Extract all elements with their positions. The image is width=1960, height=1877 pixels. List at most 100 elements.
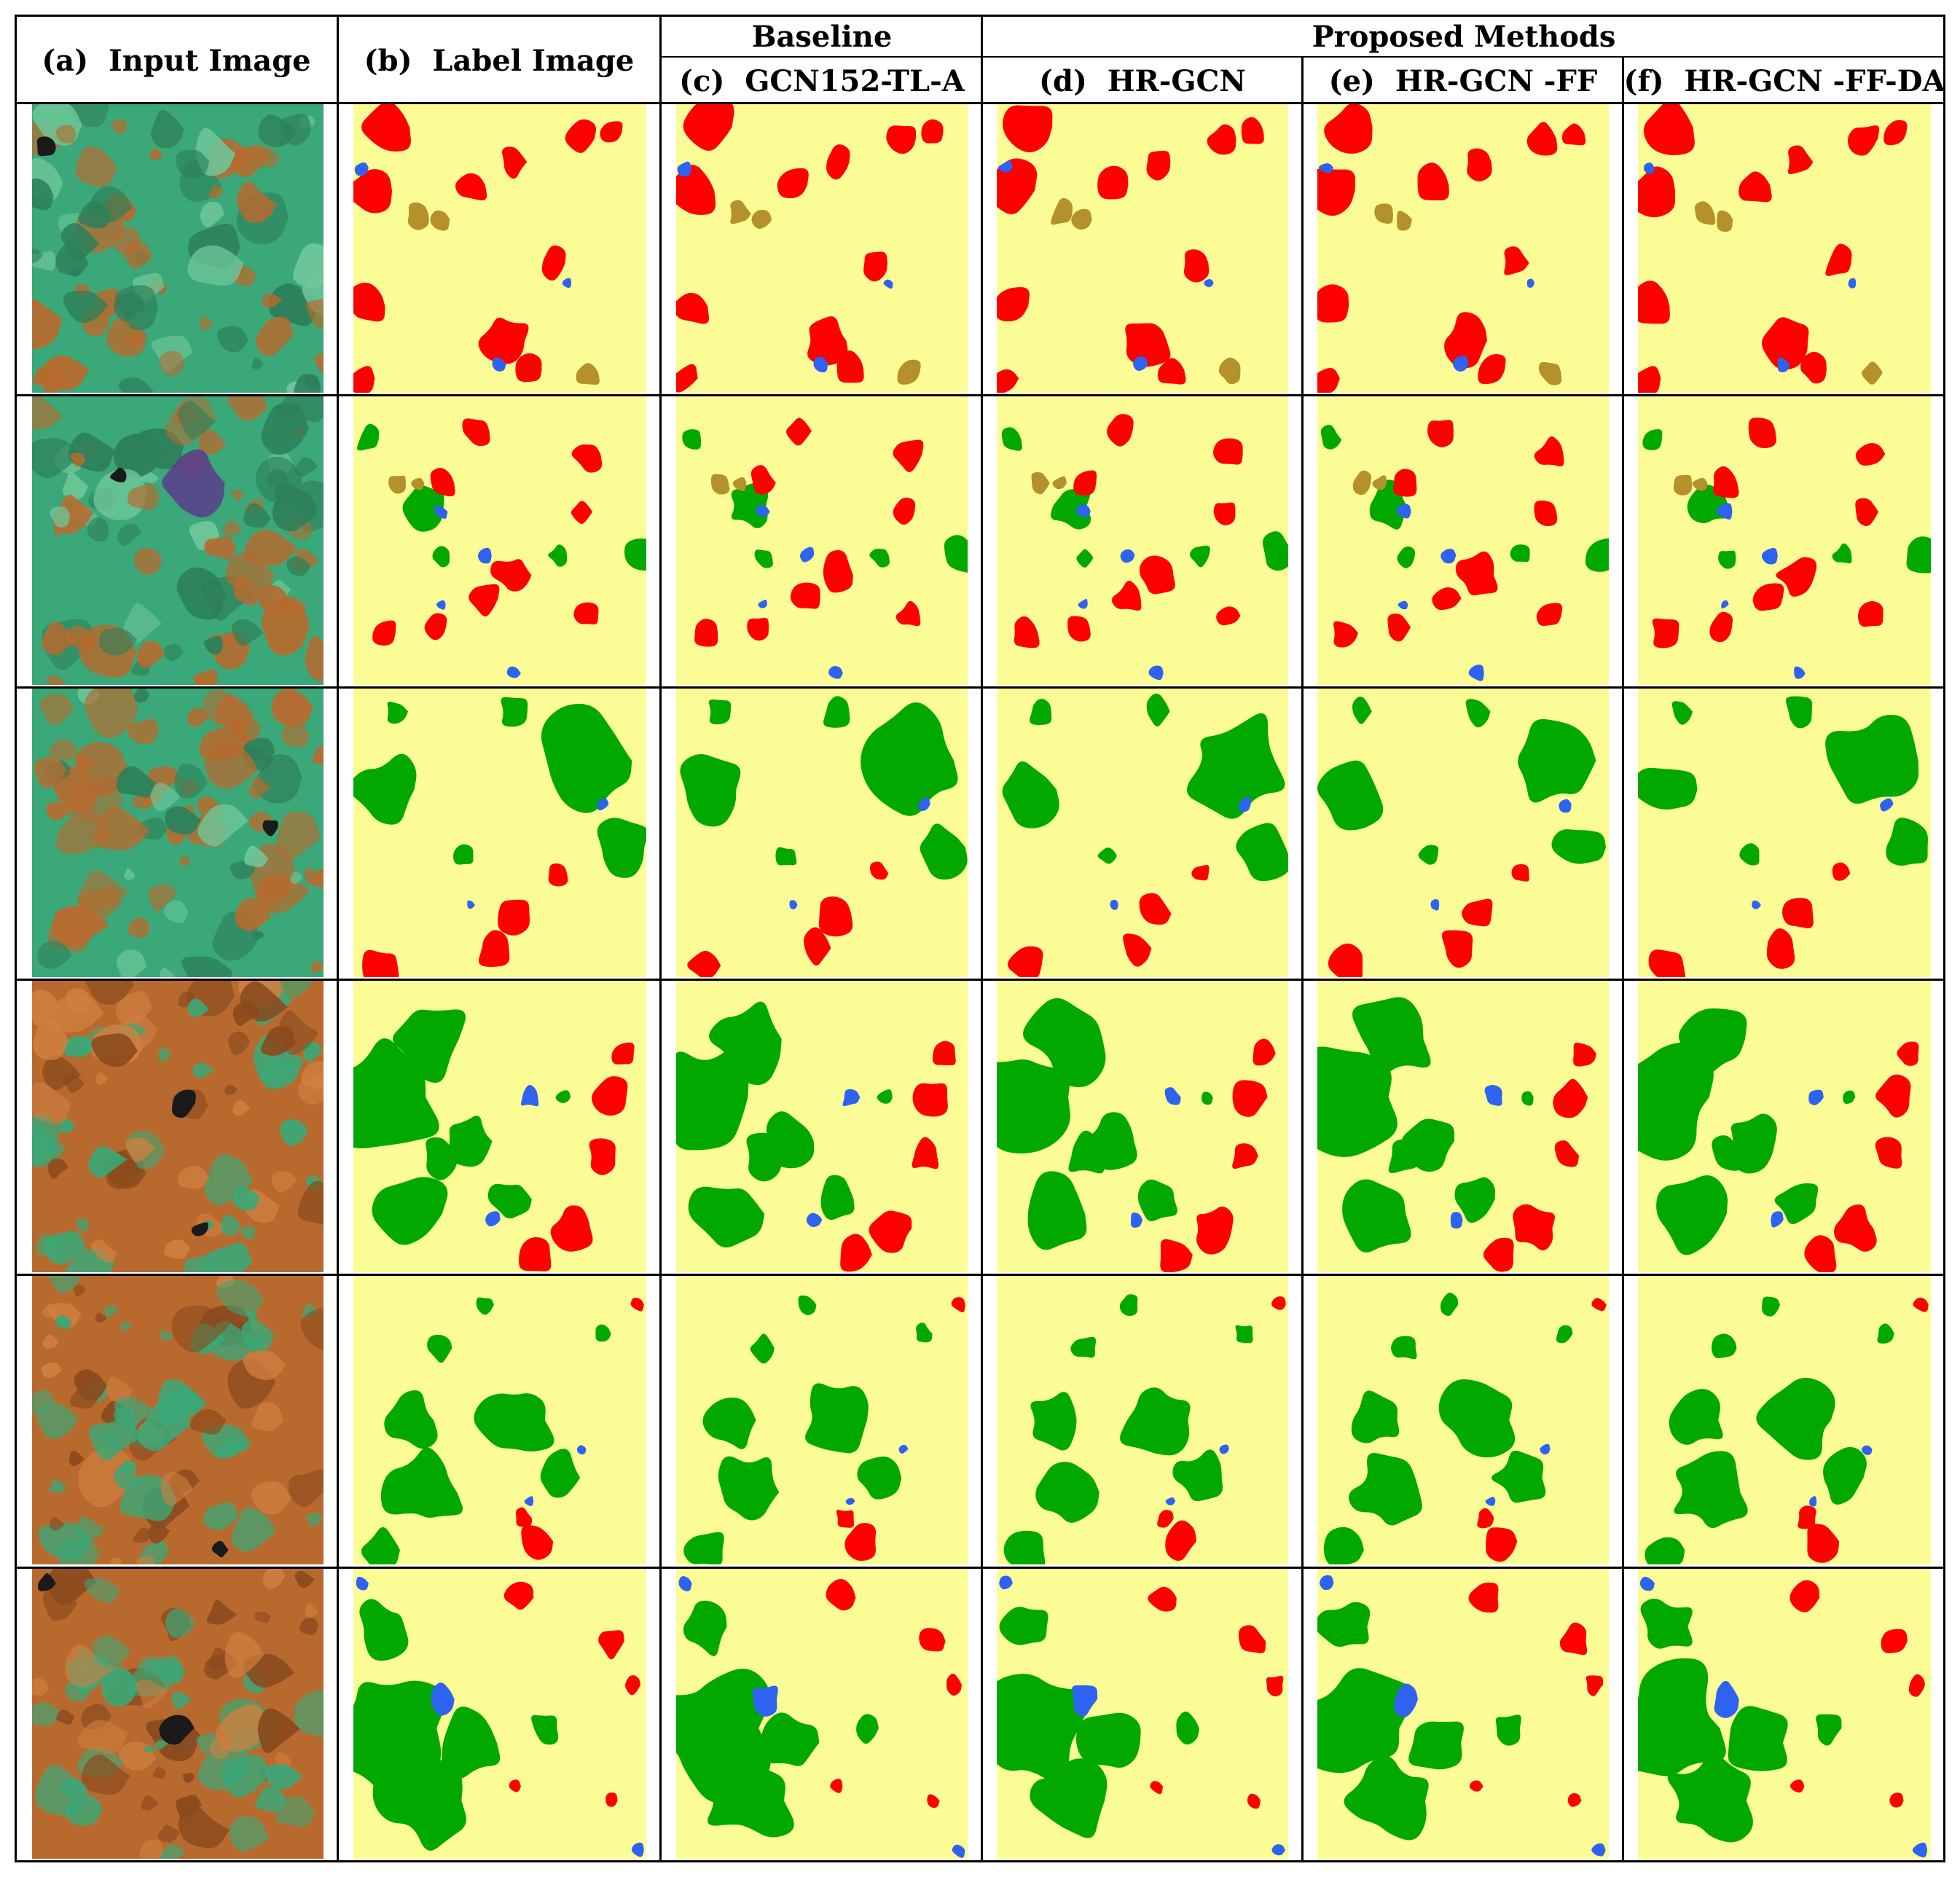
urban-region: [1536, 603, 1563, 626]
segmentation-map-cell: [353, 1276, 646, 1564]
segmentation-map-cell: [997, 104, 1288, 393]
urban-region: [1014, 616, 1040, 648]
water-region: [752, 1685, 778, 1717]
segmentation-map-cell: [997, 1276, 1288, 1564]
water-region: [1761, 547, 1778, 565]
urban-region: [598, 1630, 624, 1660]
water-region: [1540, 1443, 1551, 1455]
water-region: [431, 1682, 455, 1716]
satellite-image-cell: [32, 396, 324, 685]
water-region: [799, 546, 815, 563]
forest-region: [1825, 714, 1919, 804]
misc-region: [1071, 208, 1092, 230]
urban-region: [997, 287, 1030, 322]
forest-region: [702, 1397, 756, 1449]
agriculture-region: [1317, 396, 1609, 685]
urban-region: [1766, 928, 1795, 969]
forest-region: [1739, 843, 1760, 866]
water-region: [524, 1496, 534, 1506]
urban-region: [353, 282, 385, 322]
header-hr-gcn-ff-da: (f) HR-GCN -FF-DA: [1623, 58, 1945, 103]
water-region: [898, 1445, 909, 1454]
forest-region: [1656, 1175, 1728, 1255]
grid-line: [15, 1274, 1945, 1276]
urban-region: [1738, 171, 1772, 203]
header-input-image: (a) Input Image: [16, 17, 337, 103]
urban-region: [1266, 1675, 1284, 1697]
urban-region: [1889, 1792, 1904, 1808]
urban-region: [1157, 358, 1186, 385]
forest-region: [372, 1177, 448, 1245]
grid-line: [337, 15, 339, 1862]
segmentation-map: [1638, 104, 1931, 393]
urban-region: [1123, 933, 1152, 967]
grid-line: [981, 15, 983, 1862]
water-region: [1808, 1089, 1824, 1105]
segmentation-map: [676, 396, 968, 685]
forest-region: [1667, 1752, 1753, 1843]
urban-region: [1638, 281, 1670, 324]
forest-region: [760, 1712, 820, 1766]
forest-region: [997, 1674, 1091, 1788]
forest-region: [676, 1049, 749, 1151]
segmentation-map: [997, 104, 1288, 393]
water-region: [356, 1576, 369, 1591]
forest-region: [501, 697, 528, 727]
water-region: [520, 1084, 539, 1107]
water-region: [1777, 357, 1790, 372]
header-letter: (d): [1039, 63, 1087, 98]
urban-region: [863, 251, 887, 282]
urban-region: [1148, 1586, 1177, 1612]
forest-region: [447, 1116, 493, 1167]
urban-region: [600, 121, 623, 143]
segmentation-map: [353, 1276, 646, 1564]
water-region: [1318, 163, 1333, 173]
forest-region: [393, 1009, 466, 1084]
urban-region: [1139, 555, 1175, 595]
water-region: [1771, 1211, 1784, 1228]
urban-region: [683, 104, 734, 151]
forest-region: [1843, 1090, 1856, 1105]
urban-region: [893, 498, 916, 525]
forest-region: [707, 1763, 794, 1838]
segmentation-map: [353, 104, 646, 393]
water-region: [467, 900, 475, 909]
forest-region: [1137, 1179, 1177, 1222]
water-region: [485, 1211, 501, 1227]
forest-region: [1712, 1135, 1745, 1171]
urban-region: [1908, 1674, 1925, 1697]
forest-region: [1711, 1333, 1737, 1359]
satellite-image: [32, 981, 324, 1272]
forest-region: [353, 753, 417, 825]
urban-region: [1468, 1582, 1499, 1613]
urban-region: [565, 119, 597, 153]
misc-region: [411, 477, 425, 490]
urban-region: [1432, 587, 1462, 611]
forest-region: [823, 696, 850, 728]
forest-region: [1027, 1171, 1087, 1250]
segmentation-map: [997, 1569, 1288, 1859]
misc-region: [751, 209, 772, 230]
urban-region: [1883, 119, 1908, 146]
urban-region: [1513, 1204, 1555, 1251]
forest-region: [1068, 1130, 1105, 1174]
satellite-image-cell: [32, 1569, 324, 1859]
urban-region: [1427, 420, 1454, 447]
urban-region: [571, 444, 603, 473]
urban-region: [786, 418, 812, 446]
water-region: [813, 356, 828, 372]
forest-region: [861, 702, 958, 816]
segmentation-map-cell: [676, 104, 968, 393]
forest-region: [1320, 425, 1342, 450]
forest-region: [999, 1607, 1048, 1645]
water-region: [506, 666, 521, 678]
segmentation-map: [1317, 1276, 1609, 1564]
forest-region: [1352, 696, 1372, 724]
forest-region: [387, 701, 409, 724]
urban-region: [1486, 1527, 1518, 1562]
segmentation-map-cell: [1317, 1569, 1609, 1859]
forest-region: [916, 1322, 933, 1343]
urban-region: [1317, 367, 1340, 393]
urban-region: [1324, 104, 1373, 154]
water-region: [1110, 899, 1118, 910]
